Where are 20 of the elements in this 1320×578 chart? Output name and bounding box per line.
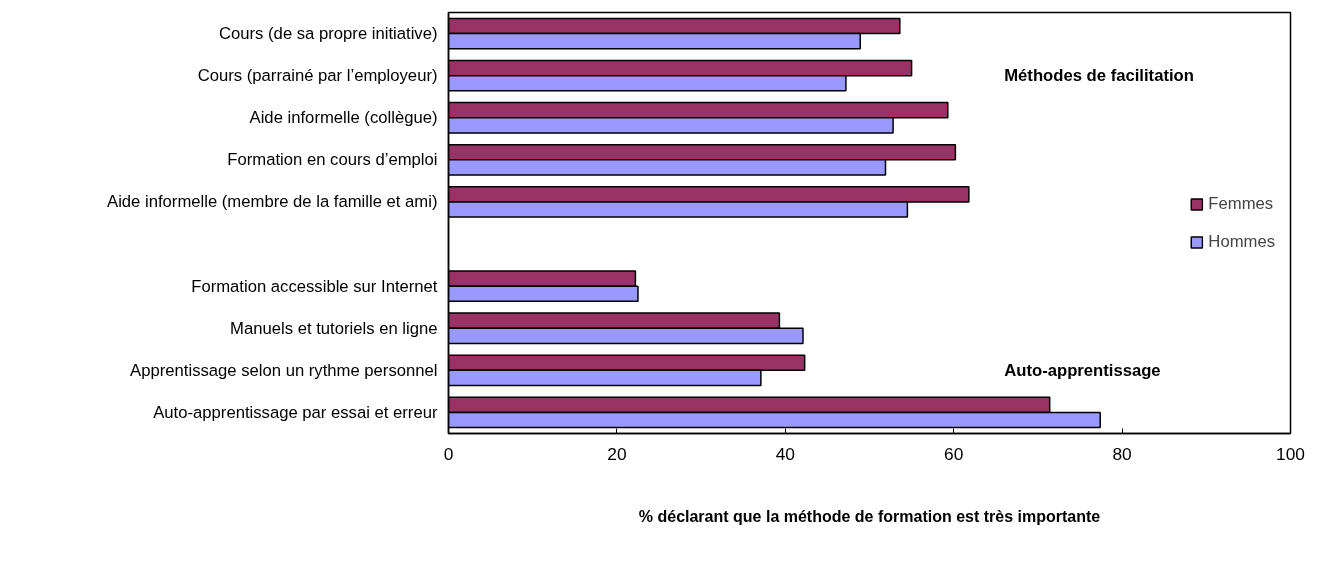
y-tick-label: Manuels et tutoriels en ligne xyxy=(230,318,438,338)
x-tick-label: 60 xyxy=(944,443,964,464)
x-tick-label: 20 xyxy=(607,443,627,464)
legend-label: Femmes xyxy=(1208,193,1274,214)
y-tick-label: Formation en cours d’emploi xyxy=(227,150,438,170)
x-tick-label: 0 xyxy=(443,443,454,464)
x-tick-label: 80 xyxy=(1112,443,1132,464)
y-tick-label: Aide informelle (collègue) xyxy=(249,108,438,128)
x-axis-title: % déclarant que la méthode de formation est très importante xyxy=(638,507,1101,525)
annotation: Méthodes de facilitation xyxy=(1004,66,1194,86)
x-tick-label: 40 xyxy=(775,443,795,464)
y-tick-label: Formation accessible sur Internet xyxy=(191,276,438,296)
y-tick-label: Cours (parrainé par l’employeur) xyxy=(197,66,438,86)
y-tick-label: Auto-apprentissage par essai et erreur xyxy=(153,402,438,422)
legend-label: Hommes xyxy=(1208,231,1275,252)
x-tick-label: 100 xyxy=(1276,443,1305,464)
y-tick-label: Aide informelle (membre de la famille et ami) xyxy=(107,192,438,212)
y-tick-label: Cours (de sa propre initiative) xyxy=(219,24,438,44)
y-tick-label: Apprentissage selon un rythme personnel xyxy=(130,360,438,380)
annotation: Auto-apprentissage xyxy=(1004,360,1161,380)
